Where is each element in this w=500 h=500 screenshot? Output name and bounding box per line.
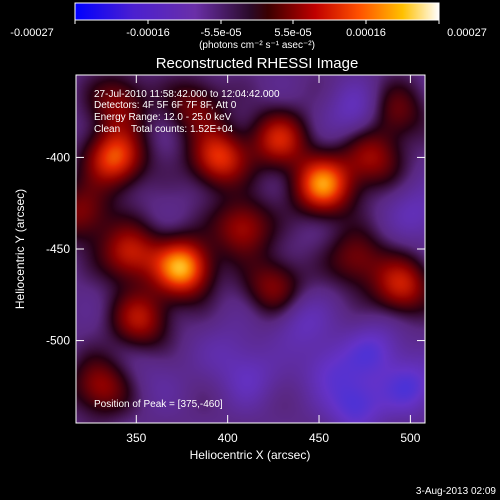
annotation-time-range: 27-Jul-2010 11:58:42.000 to 12:04:42.000	[94, 89, 280, 100]
x-tick-label: 500	[400, 431, 420, 445]
y-axis-label: Heliocentric Y (arcsec)	[13, 189, 27, 309]
y-tick-label: -450	[46, 242, 70, 256]
y-tick-label: -500	[46, 334, 70, 348]
annotation-block: 27-Jul-2010 11:58:42.000 to 12:04:42.000…	[94, 89, 280, 410]
heatmap-image	[76, 75, 425, 423]
colorbar-tick-label: -0.00027	[10, 27, 53, 39]
plot-timestamp: 3-Aug-2013 02:09	[416, 486, 497, 497]
colorbar-unit-label: (photons cm⁻² s⁻¹ asec⁻²)	[199, 40, 315, 51]
x-tick-label: 350	[126, 431, 146, 445]
x-axis-label: Heliocentric X (arcsec)	[190, 448, 311, 462]
colorbar-tick-label: 5.5e-05	[274, 27, 311, 39]
plot-image-holder	[76, 75, 425, 423]
annotation-energy-range: Energy Range: 12.0 - 25.0 keV	[94, 112, 232, 123]
annotation-clean-counts: Clean Total counts: 1.52E+04	[94, 124, 234, 135]
peak-position-label: Position of Peak = [375,-460]	[94, 399, 223, 410]
x-tick-label: 400	[218, 431, 238, 445]
axis-ticks: 350 400 450 500 -400 -450 -500	[46, 75, 425, 445]
colorbar-tick-label: 0.00027	[447, 27, 487, 39]
y-tick-label: -400	[46, 150, 70, 164]
colorbar-gradient	[74, 2, 440, 21]
colorbar-tick-label: -5.5e-05	[201, 27, 242, 39]
colorbar-tick-label: -0.00016	[126, 27, 169, 39]
annotation-detectors: Detectors: 4F 5F 6F 7F 8F, Att 0	[94, 100, 237, 111]
colorbar-tick-label: 0.00016	[346, 27, 386, 39]
colorbar: -0.00027 -0.00016 -5.5e-05 5.5e-05 0.000…	[10, 2, 487, 51]
x-tick-label: 450	[309, 431, 329, 445]
chart-title: Reconstructed RHESSI Image	[156, 55, 359, 72]
